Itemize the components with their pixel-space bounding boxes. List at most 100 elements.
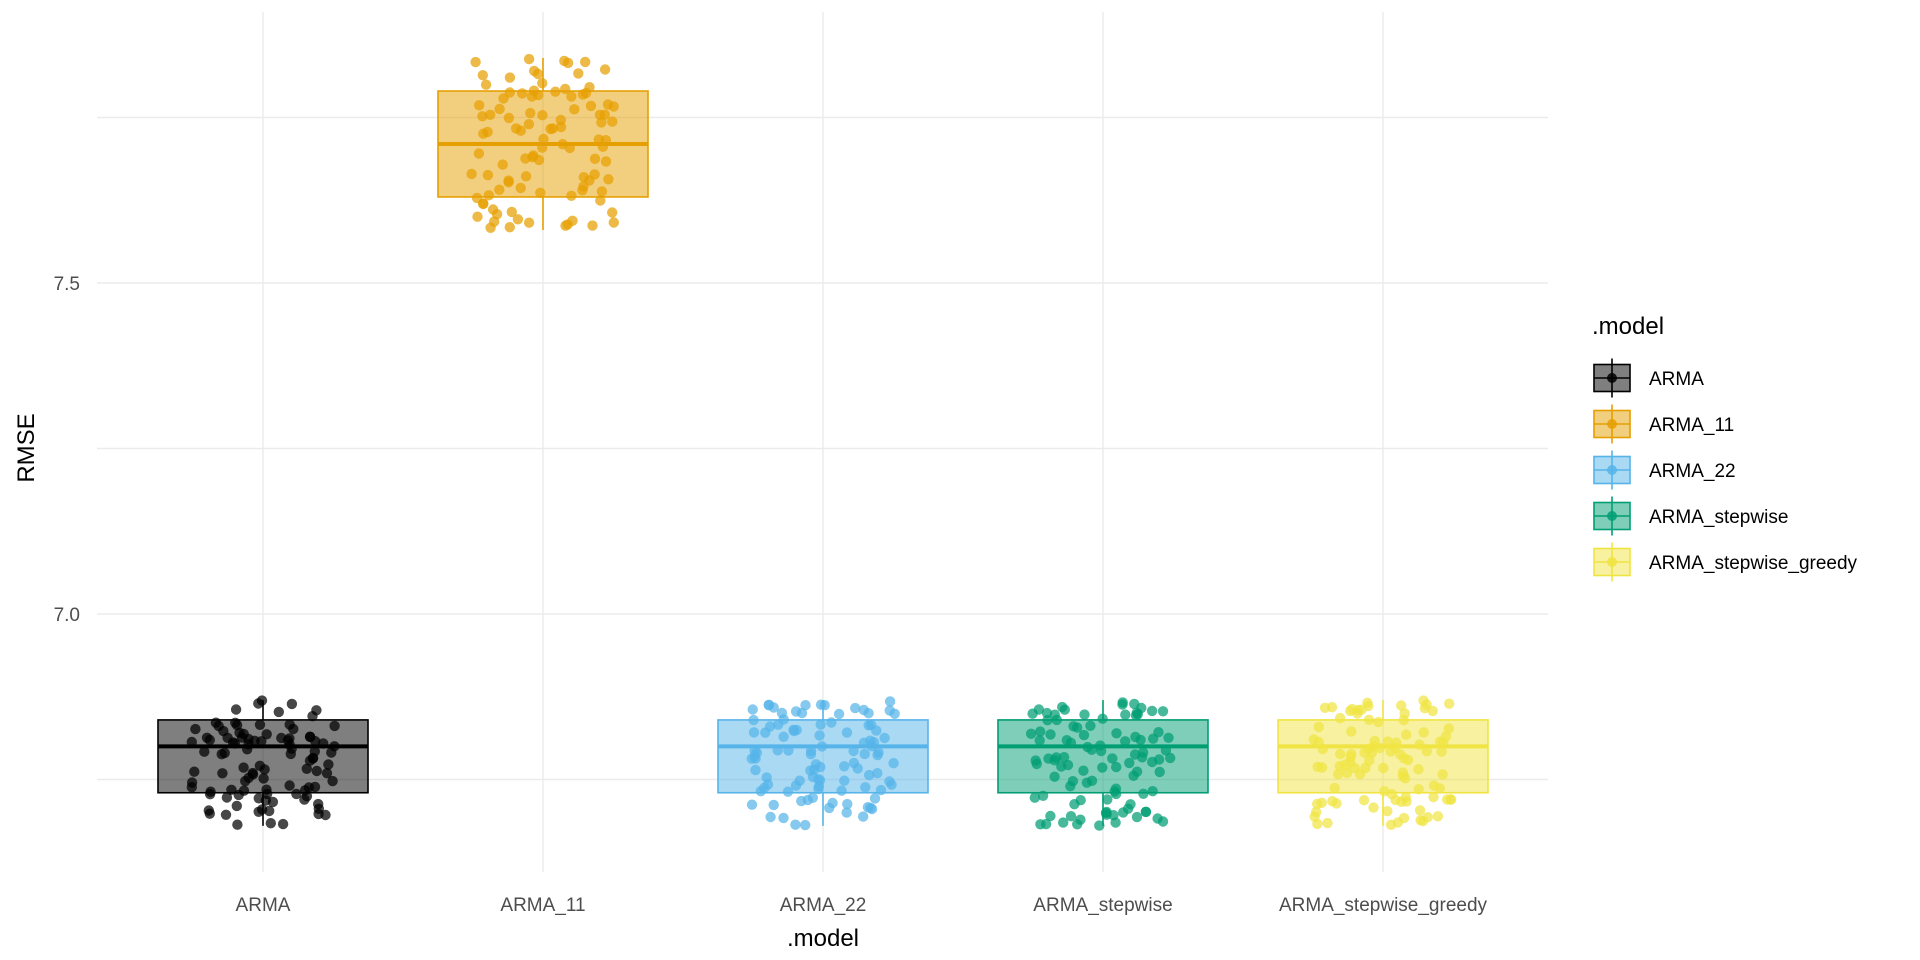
data-point [520, 171, 532, 182]
data-point [1428, 780, 1440, 791]
data-point [864, 769, 875, 781]
data-point [482, 169, 494, 181]
legend-key-point [1607, 419, 1617, 429]
data-point [863, 708, 874, 719]
data-point [265, 818, 276, 829]
data-point [596, 186, 608, 197]
data-point [859, 748, 870, 760]
data-point [277, 818, 289, 830]
data-point [273, 706, 284, 718]
data-point [599, 109, 610, 120]
data-point [515, 182, 526, 194]
data-point [1443, 723, 1455, 734]
data-point [523, 53, 535, 65]
data-point [220, 809, 232, 820]
data-point [746, 799, 758, 810]
data-point [216, 749, 227, 760]
data-point [1428, 791, 1439, 803]
data-point [472, 211, 483, 222]
data-point [889, 708, 900, 719]
data-point [778, 714, 789, 725]
data-point [1154, 766, 1165, 778]
data-point [466, 168, 477, 180]
data-point [858, 811, 869, 822]
data-point [1335, 712, 1346, 724]
data-point [538, 133, 549, 145]
data-point [865, 719, 877, 730]
data-point [186, 777, 198, 788]
x-tick-labels: ARMA ARMA_11 ARMA_22 ARMA_stepwise ARMA_step… [236, 895, 1488, 916]
data-point [1396, 796, 1407, 807]
data-point [1124, 757, 1135, 769]
data-point [763, 700, 774, 711]
data-point [1147, 756, 1158, 768]
data-point [284, 733, 295, 744]
data-point [231, 720, 243, 731]
data-point [485, 109, 496, 121]
data-point [526, 91, 538, 102]
data-point [221, 792, 233, 803]
data-point [1079, 709, 1090, 720]
data-point [1346, 726, 1357, 737]
data-point [1118, 807, 1129, 818]
data-point [1313, 736, 1324, 748]
y-tick-label: 7.0 [54, 605, 80, 626]
data-point [523, 119, 535, 130]
data-point [529, 65, 540, 77]
data-point [506, 206, 517, 218]
data-point [1051, 752, 1062, 763]
data-point [249, 735, 260, 746]
data-point [1085, 720, 1096, 731]
data-point [267, 796, 279, 808]
legend-label: ARMA_22 [1649, 461, 1736, 482]
legend-item-ARMA_stepwise: ARMA_stepwise [1593, 496, 1788, 536]
data-point [585, 100, 597, 112]
data-point [841, 807, 852, 818]
data-point [842, 798, 853, 810]
data-point [1129, 698, 1140, 710]
legend-label: ARMA_11 [1649, 415, 1734, 436]
data-point [203, 805, 214, 816]
data-point [875, 784, 887, 796]
data-point [535, 187, 546, 198]
data-point [537, 110, 548, 121]
data-point [1368, 802, 1379, 813]
data-point [190, 723, 201, 735]
data-point [1094, 820, 1105, 831]
data-point [800, 700, 811, 711]
data-point [839, 775, 850, 786]
data-point [1313, 721, 1325, 733]
data-point [1436, 746, 1447, 757]
data-point [1356, 704, 1367, 715]
data-point [813, 774, 824, 785]
data-point [491, 209, 503, 220]
data-point [1034, 735, 1045, 746]
data-point [473, 148, 485, 159]
points-ARMA_22 [746, 696, 900, 831]
data-point [309, 746, 320, 757]
jitter-points [186, 53, 1457, 831]
data-point [564, 142, 575, 154]
data-point [1401, 729, 1412, 740]
x-tick-label: ARMA [236, 895, 291, 916]
data-point [1385, 819, 1397, 830]
data-point [1364, 755, 1375, 766]
data-point [1058, 817, 1069, 828]
data-point [258, 773, 269, 784]
data-point [1027, 708, 1038, 719]
data-point [1120, 709, 1131, 720]
data-point [1165, 752, 1176, 764]
data-point [796, 707, 808, 719]
data-point [850, 702, 861, 714]
data-point [303, 782, 315, 793]
data-point [286, 698, 298, 710]
data-point [1432, 811, 1444, 822]
data-point [778, 812, 789, 824]
data-point [254, 719, 266, 730]
data-point [1061, 735, 1073, 746]
legend-label: ARMA_stepwise [1649, 507, 1788, 528]
data-point [1131, 766, 1143, 777]
data-point [537, 78, 548, 89]
data-point [1137, 747, 1149, 758]
data-point [1058, 752, 1070, 763]
